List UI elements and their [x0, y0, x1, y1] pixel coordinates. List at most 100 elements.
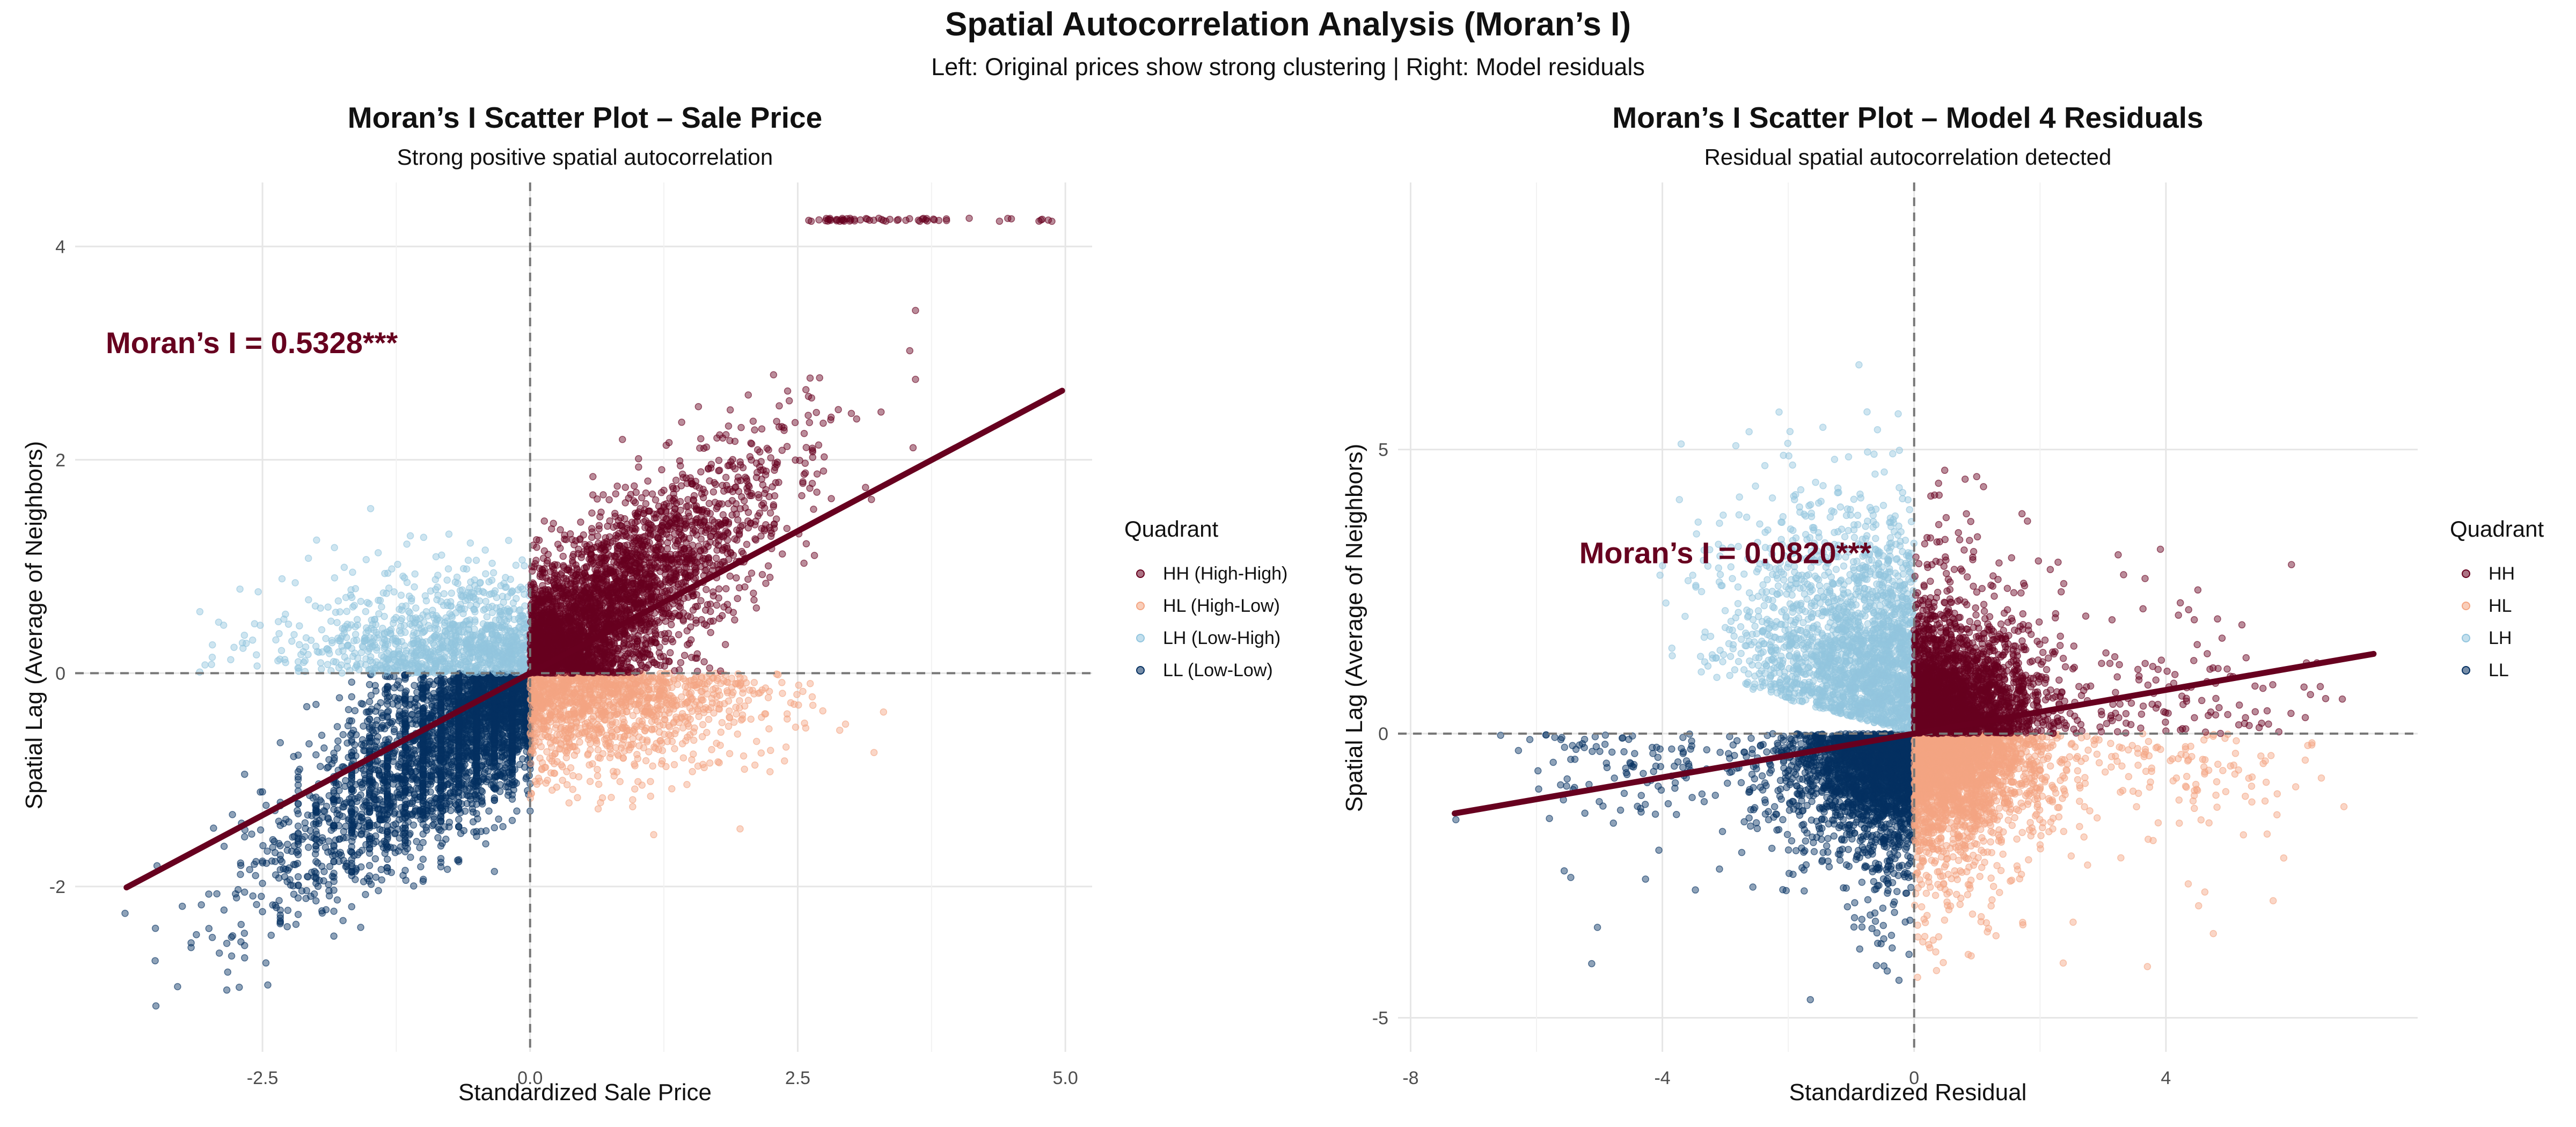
data-point — [334, 597, 342, 605]
data-point — [443, 598, 451, 606]
data-point — [436, 686, 444, 694]
data-point — [736, 697, 743, 705]
data-point — [246, 866, 253, 874]
data-point — [475, 597, 484, 605]
data-point — [401, 743, 409, 751]
data-point — [259, 788, 266, 796]
data-point — [205, 925, 213, 932]
data-point — [523, 773, 530, 781]
data-point — [488, 559, 496, 567]
data-point — [365, 841, 374, 848]
data-point — [487, 645, 495, 653]
data-point — [415, 710, 423, 718]
data-point — [449, 641, 457, 649]
data-point — [381, 850, 389, 857]
data-point — [445, 769, 453, 777]
data-point — [294, 768, 302, 775]
data-point — [517, 583, 524, 591]
cluster-lh — [196, 504, 534, 677]
data-point — [365, 786, 374, 794]
data-point — [318, 731, 326, 739]
data-point — [375, 887, 382, 895]
data-point — [378, 603, 385, 611]
data-point — [504, 768, 513, 776]
data-point — [348, 779, 356, 786]
data-point — [474, 815, 481, 823]
data-point — [365, 862, 374, 869]
data-point — [318, 909, 326, 917]
data-point — [407, 751, 415, 759]
data-point — [513, 719, 521, 726]
data-point — [285, 818, 292, 826]
data-point — [351, 795, 358, 803]
data-point — [369, 669, 377, 677]
data-point — [413, 759, 420, 767]
data-point — [500, 598, 507, 606]
data-point — [457, 830, 465, 837]
data-point — [411, 716, 419, 724]
data-point — [455, 823, 463, 831]
data-point — [378, 876, 386, 884]
data-point — [502, 583, 510, 591]
data-point — [455, 753, 463, 761]
data-point — [459, 621, 467, 630]
data-point — [479, 800, 486, 808]
data-point — [241, 954, 248, 962]
data-point — [400, 829, 408, 837]
data-point — [395, 677, 402, 685]
data-point — [294, 873, 302, 881]
data-point — [370, 795, 378, 803]
data-point — [472, 557, 480, 564]
data-point — [397, 591, 405, 599]
data-point — [380, 635, 388, 643]
data-point — [431, 576, 440, 583]
data-point — [228, 952, 236, 960]
data-point — [393, 789, 401, 796]
data-point — [381, 569, 389, 577]
data-point — [345, 706, 353, 713]
data-point — [473, 740, 480, 748]
data-point — [473, 757, 480, 765]
data-point — [294, 658, 302, 665]
data-point — [312, 873, 320, 881]
data-point — [232, 894, 240, 902]
data-point — [254, 588, 262, 596]
data-point — [272, 871, 280, 879]
data-point — [411, 583, 418, 591]
data-point — [437, 755, 445, 763]
data-point — [406, 786, 414, 794]
data-point — [419, 743, 427, 750]
chart-subtitle: Strong positive spatial autocorrelation — [397, 144, 773, 170]
data-point — [342, 833, 350, 841]
data-point — [376, 825, 384, 833]
data-point — [354, 621, 362, 629]
data-point — [276, 739, 284, 747]
data-point — [331, 574, 339, 582]
data-point — [296, 641, 303, 649]
data-point — [381, 725, 389, 733]
data-point — [456, 587, 464, 595]
data-point — [307, 636, 315, 644]
data-point — [333, 619, 341, 626]
data-point — [431, 634, 439, 641]
data-point — [518, 633, 526, 641]
data-point — [357, 741, 365, 748]
data-point — [380, 784, 388, 792]
data-point — [501, 623, 509, 630]
data-point — [340, 564, 348, 571]
data-point — [412, 604, 420, 612]
data-point — [526, 807, 534, 815]
data-point — [258, 892, 265, 901]
data-point — [227, 656, 235, 663]
data-point — [513, 807, 521, 815]
data-point — [491, 680, 499, 687]
data-point — [512, 561, 520, 569]
data-point — [471, 616, 479, 624]
data-point — [419, 760, 427, 768]
data-point — [367, 640, 375, 648]
data-point — [472, 782, 479, 790]
data-point — [249, 892, 257, 900]
data-point — [304, 554, 312, 562]
data-point — [398, 606, 406, 614]
data-point — [396, 650, 404, 658]
